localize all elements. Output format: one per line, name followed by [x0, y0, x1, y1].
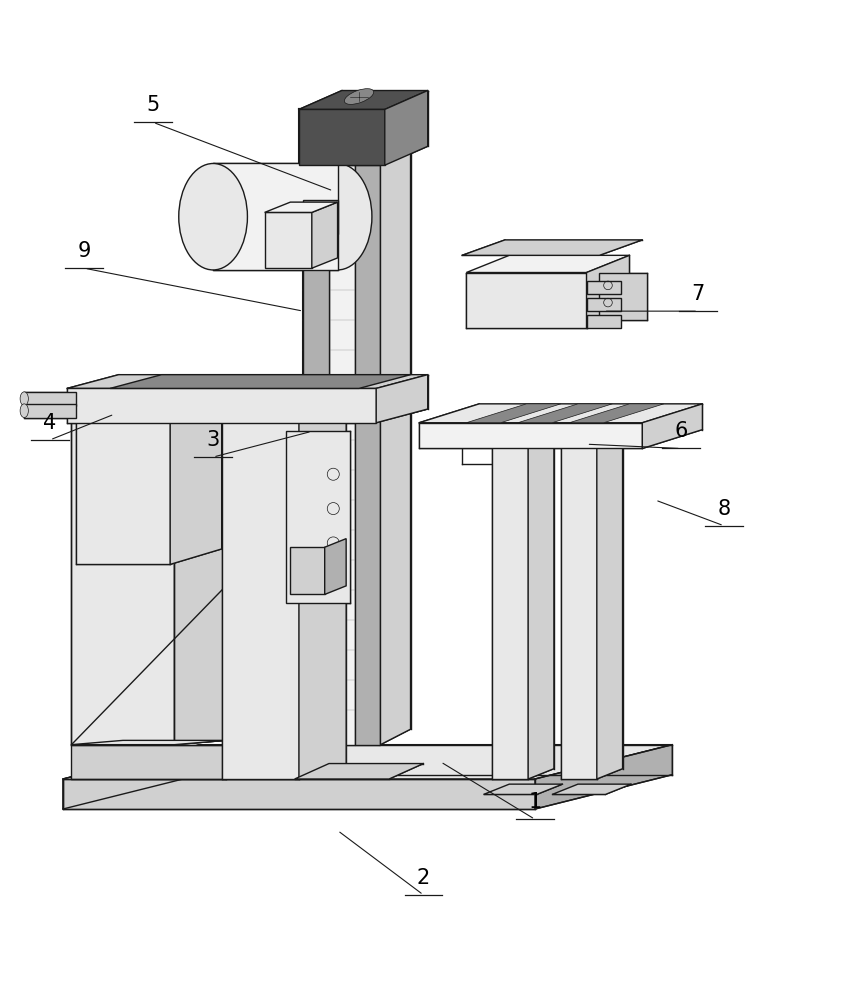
Polygon shape	[299, 109, 384, 165]
Polygon shape	[63, 779, 535, 809]
Polygon shape	[329, 165, 355, 745]
Polygon shape	[76, 418, 170, 564]
Polygon shape	[72, 406, 175, 745]
Polygon shape	[355, 165, 380, 745]
Text: 3: 3	[206, 430, 219, 450]
Polygon shape	[376, 375, 428, 423]
Polygon shape	[299, 377, 346, 779]
Polygon shape	[72, 745, 226, 779]
Polygon shape	[642, 404, 702, 448]
Polygon shape	[67, 388, 376, 423]
Polygon shape	[535, 745, 672, 809]
Text: 9: 9	[78, 241, 91, 261]
Polygon shape	[467, 255, 630, 273]
Polygon shape	[569, 404, 664, 423]
Polygon shape	[467, 404, 561, 423]
Text: 8: 8	[717, 499, 730, 519]
Polygon shape	[325, 539, 346, 594]
Polygon shape	[552, 784, 632, 794]
Ellipse shape	[20, 392, 29, 406]
Polygon shape	[303, 200, 338, 234]
Polygon shape	[552, 430, 632, 440]
Polygon shape	[484, 784, 562, 794]
Polygon shape	[384, 91, 428, 165]
Polygon shape	[213, 163, 338, 270]
Polygon shape	[286, 431, 351, 603]
Polygon shape	[67, 375, 428, 388]
Text: 4: 4	[43, 413, 57, 433]
Ellipse shape	[20, 404, 29, 418]
Polygon shape	[587, 255, 630, 328]
Polygon shape	[587, 315, 621, 328]
Text: 7: 7	[691, 284, 705, 304]
Polygon shape	[380, 150, 410, 745]
Text: 6: 6	[674, 421, 688, 441]
Polygon shape	[63, 745, 200, 809]
Polygon shape	[484, 430, 562, 440]
Polygon shape	[63, 745, 672, 779]
Polygon shape	[462, 240, 642, 255]
Polygon shape	[597, 430, 623, 779]
Polygon shape	[492, 440, 528, 779]
Polygon shape	[587, 298, 621, 311]
Text: 1: 1	[529, 792, 542, 812]
Polygon shape	[600, 273, 646, 320]
Text: 2: 2	[416, 868, 430, 888]
Polygon shape	[303, 165, 329, 745]
Polygon shape	[24, 392, 76, 406]
Polygon shape	[67, 409, 428, 423]
Ellipse shape	[345, 89, 374, 104]
Polygon shape	[419, 423, 642, 448]
Polygon shape	[528, 430, 554, 779]
Polygon shape	[264, 212, 312, 268]
Polygon shape	[299, 91, 428, 109]
Polygon shape	[587, 281, 621, 294]
Ellipse shape	[179, 163, 247, 270]
Polygon shape	[175, 393, 226, 745]
Polygon shape	[222, 393, 299, 779]
Ellipse shape	[303, 163, 372, 270]
Polygon shape	[419, 404, 702, 423]
Polygon shape	[467, 273, 587, 328]
Text: 5: 5	[146, 95, 160, 115]
Polygon shape	[24, 404, 76, 418]
Polygon shape	[110, 375, 410, 388]
Polygon shape	[312, 202, 338, 268]
Polygon shape	[72, 586, 226, 745]
Polygon shape	[561, 440, 597, 779]
Polygon shape	[295, 764, 423, 779]
Polygon shape	[72, 740, 226, 745]
Polygon shape	[264, 202, 338, 212]
Polygon shape	[170, 403, 222, 564]
Polygon shape	[290, 547, 325, 594]
Polygon shape	[518, 404, 613, 423]
